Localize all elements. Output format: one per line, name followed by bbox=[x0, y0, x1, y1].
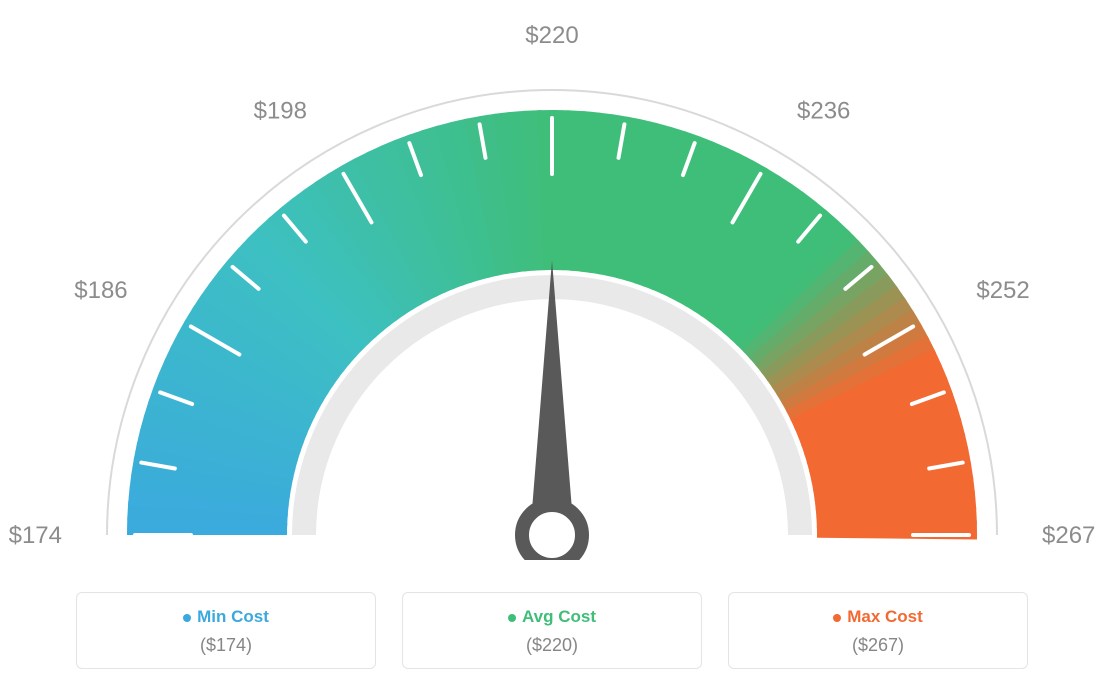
legend-title: Min Cost bbox=[77, 607, 375, 627]
gauge-svg: $174 $186 $198 $220 $236 $252 $267 bbox=[0, 0, 1104, 560]
tick-label: $198 bbox=[254, 98, 307, 125]
legend-title-text: Avg Cost bbox=[522, 607, 596, 626]
tick-label: $174 bbox=[9, 522, 62, 549]
tick-label: $186 bbox=[74, 277, 127, 304]
legend-value: ($220) bbox=[403, 635, 701, 656]
tick-label: $236 bbox=[797, 98, 850, 125]
legend-card-1: Avg Cost ($220) bbox=[402, 592, 702, 669]
legend-dot-icon bbox=[508, 614, 516, 622]
legend-value: ($174) bbox=[77, 635, 375, 656]
legend-title-text: Max Cost bbox=[847, 607, 923, 626]
legend-title-text: Min Cost bbox=[197, 607, 269, 626]
needle-hub bbox=[522, 505, 582, 560]
tick-label: $220 bbox=[525, 22, 578, 49]
legend-value: ($267) bbox=[729, 635, 1027, 656]
gauge-chart-root: $174 $186 $198 $220 $236 $252 $267 Min Cost ($1… bbox=[0, 0, 1104, 690]
tick-label: $252 bbox=[976, 277, 1029, 304]
legend-title: Avg Cost bbox=[403, 607, 701, 627]
legend-title: Max Cost bbox=[729, 607, 1027, 627]
legend-dot-icon bbox=[183, 614, 191, 622]
legend-card-2: Max Cost ($267) bbox=[728, 592, 1028, 669]
legend-dot-icon bbox=[833, 614, 841, 622]
tick-label: $267 bbox=[1042, 522, 1095, 549]
needle bbox=[530, 260, 574, 535]
gauge-area: $174 $186 $198 $220 $236 $252 $267 bbox=[0, 0, 1104, 560]
legend-card-0: Min Cost ($174) bbox=[76, 592, 376, 669]
legend-row: Min Cost ($174) Avg Cost ($220) Max Cost ($26… bbox=[0, 592, 1104, 669]
